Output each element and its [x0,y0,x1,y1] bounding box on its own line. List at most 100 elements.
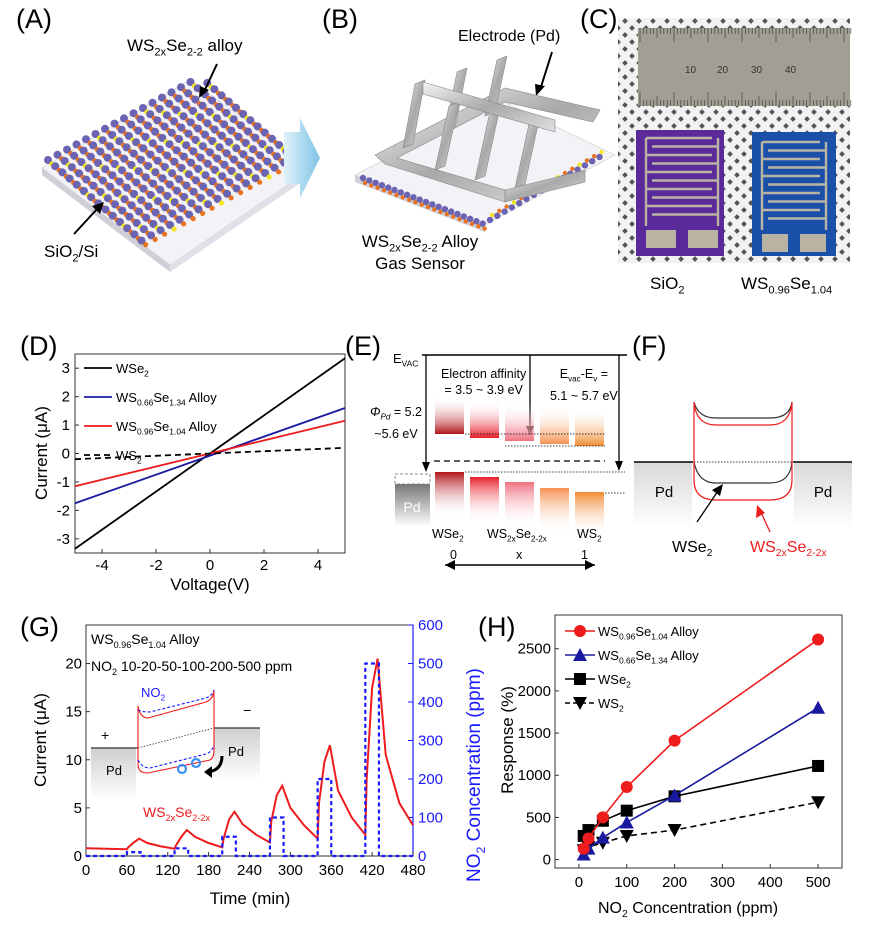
x-tick-label: 60 [119,862,136,879]
legend-label: WS0.66Se1.34 Alloy [116,390,217,407]
x-tick-label: 0 [206,557,214,574]
gas-sensor-illustration [353,55,617,232]
data-point [811,796,826,810]
data-point [619,815,634,829]
data-point [811,700,826,714]
y-tick-label: 0 [62,446,70,463]
x-tick-label: -2 [149,557,162,574]
valence-band [540,488,569,533]
right-y-tick-label: 400 [418,694,443,711]
composition-tick-x: x [516,548,523,562]
sensor-caption: WS2xSe2-2 Alloy Gas Sensor [361,232,479,274]
x-tick-label: 100 [614,874,639,891]
x-tick-label: 300 [710,874,735,891]
y-tick-label: 10 [65,752,82,769]
valence-band [435,472,464,517]
x-axis-label: Time (min) [210,889,291,908]
y-tick-label: 15 [65,704,82,721]
x-tick-label: 360 [319,862,344,879]
series-line [583,801,819,851]
x-tick-label: 180 [196,862,221,879]
right-y-tick-label: 100 [418,810,443,827]
y-axis-label: Current (μA) [32,406,51,500]
data-point [667,824,682,838]
y-tick-label: 5 [74,800,82,817]
data-point [582,832,595,845]
y-axis-label: Response (%) [498,686,517,794]
right-y-tick-label: 200 [418,771,443,788]
data-point [573,648,587,661]
panel-label-a: (A) [16,4,52,34]
x-tick-label: 4 [314,557,322,574]
material-label-wse2: WSe2 [432,527,464,544]
alloy-lattice-illustration [41,78,313,272]
y-tick-label: -2 [57,502,70,519]
inset-no2-label: NO2 [141,685,166,703]
electron-affinity-label: Electron affinity = 3.5 ~ 3.9 eV [441,367,527,397]
inset-pd-right-label: Pd [228,744,244,759]
series-line [583,707,819,856]
ruler-tick-label: 10 [685,65,697,76]
conduction-band [435,396,464,434]
data-point [574,673,586,685]
y-tick-label: 2 [62,389,70,406]
x-tick-label: 500 [806,874,831,891]
legend-label: WS2 [598,696,624,713]
inset-concentration-label: NO2 10-20-50-100-200-500 ppm [91,658,293,677]
series-line [582,638,819,849]
conduction-band [505,403,534,441]
electron-transfer-arrow-icon [204,766,212,778]
data-point [620,781,633,794]
data-point [812,759,825,772]
x-tick-label: -4 [95,557,108,574]
electron-icon [190,757,202,769]
x-tick-label: 2 [260,557,268,574]
x-tick-label: 120 [155,862,180,879]
y-tick-label: 2500 [518,641,551,658]
x-tick-label: 300 [278,862,303,879]
x-tick-label: 480 [400,862,425,879]
y-tick-label: 0 [74,848,82,865]
x-tick-label: 420 [360,862,385,879]
panel-label-f: (F) [632,331,667,361]
data-point [595,830,610,844]
inset-pd-left-label: Pd [106,763,122,778]
legend-label: WS0.96Se1.04 Alloy [598,624,699,641]
panel-label-g: (G) [20,612,59,642]
inset-sample-label: WS0.96Se1.04 Alloy [91,631,200,650]
right-y-tick-label: 500 [418,656,443,673]
sio2-sample-label: SiO2 [650,274,685,297]
process-arrow-icon [284,118,320,198]
y-tick-label: 2000 [518,683,551,700]
composition-tick-0: 0 [450,548,457,562]
y-tick-label: 0 [543,852,551,869]
data-point [668,734,681,747]
series-line [74,446,346,461]
legend-label: WS0.96Se1.04 Alloy [116,419,217,436]
series-line [74,407,346,505]
y-tick-label: 20 [65,656,82,673]
substrate-label: SiO2/Si [44,242,99,265]
arrow-to-electrode-icon [535,51,553,96]
vacuum-level-label: EVAC [393,351,419,369]
data-point [620,804,633,817]
legend-label: WS0.66Se1.34 Alloy [598,648,699,665]
panel-label-c: (C) [580,4,618,34]
x-axis-label: NO2 Concentration (ppm) [598,900,779,921]
conduction-band [575,408,604,446]
valence-band [470,477,499,522]
data-point [574,625,586,637]
inset-plus-label: + [101,727,109,743]
material-label: WS2xSe2-2x [143,804,210,823]
x-tick-label: 0 [82,862,90,879]
data-point [667,788,682,802]
data-point [573,697,587,710]
legend-label: WSe2 [598,672,631,689]
conduction-band [470,400,499,438]
current-line [85,658,414,851]
